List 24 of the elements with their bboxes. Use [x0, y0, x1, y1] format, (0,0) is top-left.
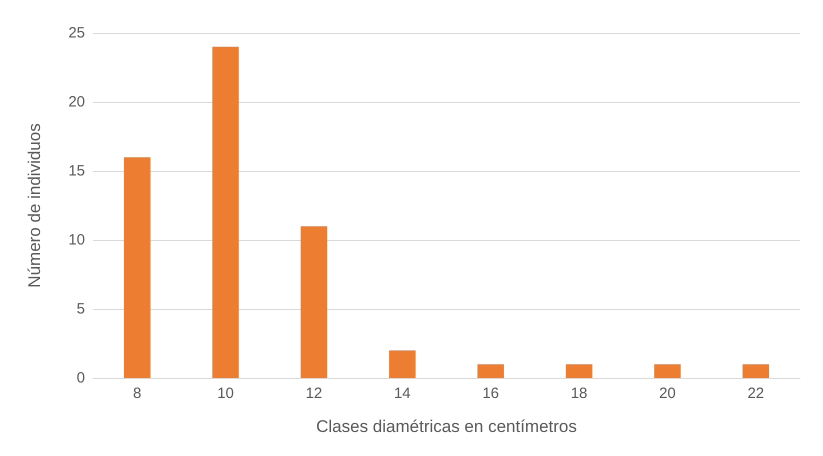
x-tick-label: 22 — [747, 385, 764, 402]
x-tick-label: 16 — [482, 385, 500, 402]
bar — [389, 350, 416, 378]
bar — [300, 226, 328, 378]
y-tick-label: 20 — [68, 94, 85, 110]
y-tick-label: 5 — [76, 300, 85, 318]
y-tick-label: 0 — [76, 370, 85, 386]
x-tick-label: 12 — [306, 385, 322, 402]
bar — [212, 46, 239, 378]
bar — [654, 364, 681, 378]
y-axis-title: Número de individuos — [25, 123, 44, 288]
y-tick-label: 25 — [68, 24, 85, 42]
bar — [477, 364, 504, 378]
y-tick-label: 15 — [68, 162, 85, 180]
x-tick-label: 14 — [394, 385, 411, 402]
x-tick-label: 18 — [570, 385, 588, 402]
bar — [566, 364, 592, 378]
bar — [124, 157, 150, 378]
x-tick-label: 8 — [133, 385, 142, 402]
x-tick-label: 10 — [217, 385, 234, 402]
x-tick-label: 20 — [659, 385, 676, 402]
bar — [742, 364, 770, 378]
x-axis-title: Clases diamétricas en centímetros — [316, 417, 577, 436]
y-tick-label: 10 — [68, 232, 85, 248]
